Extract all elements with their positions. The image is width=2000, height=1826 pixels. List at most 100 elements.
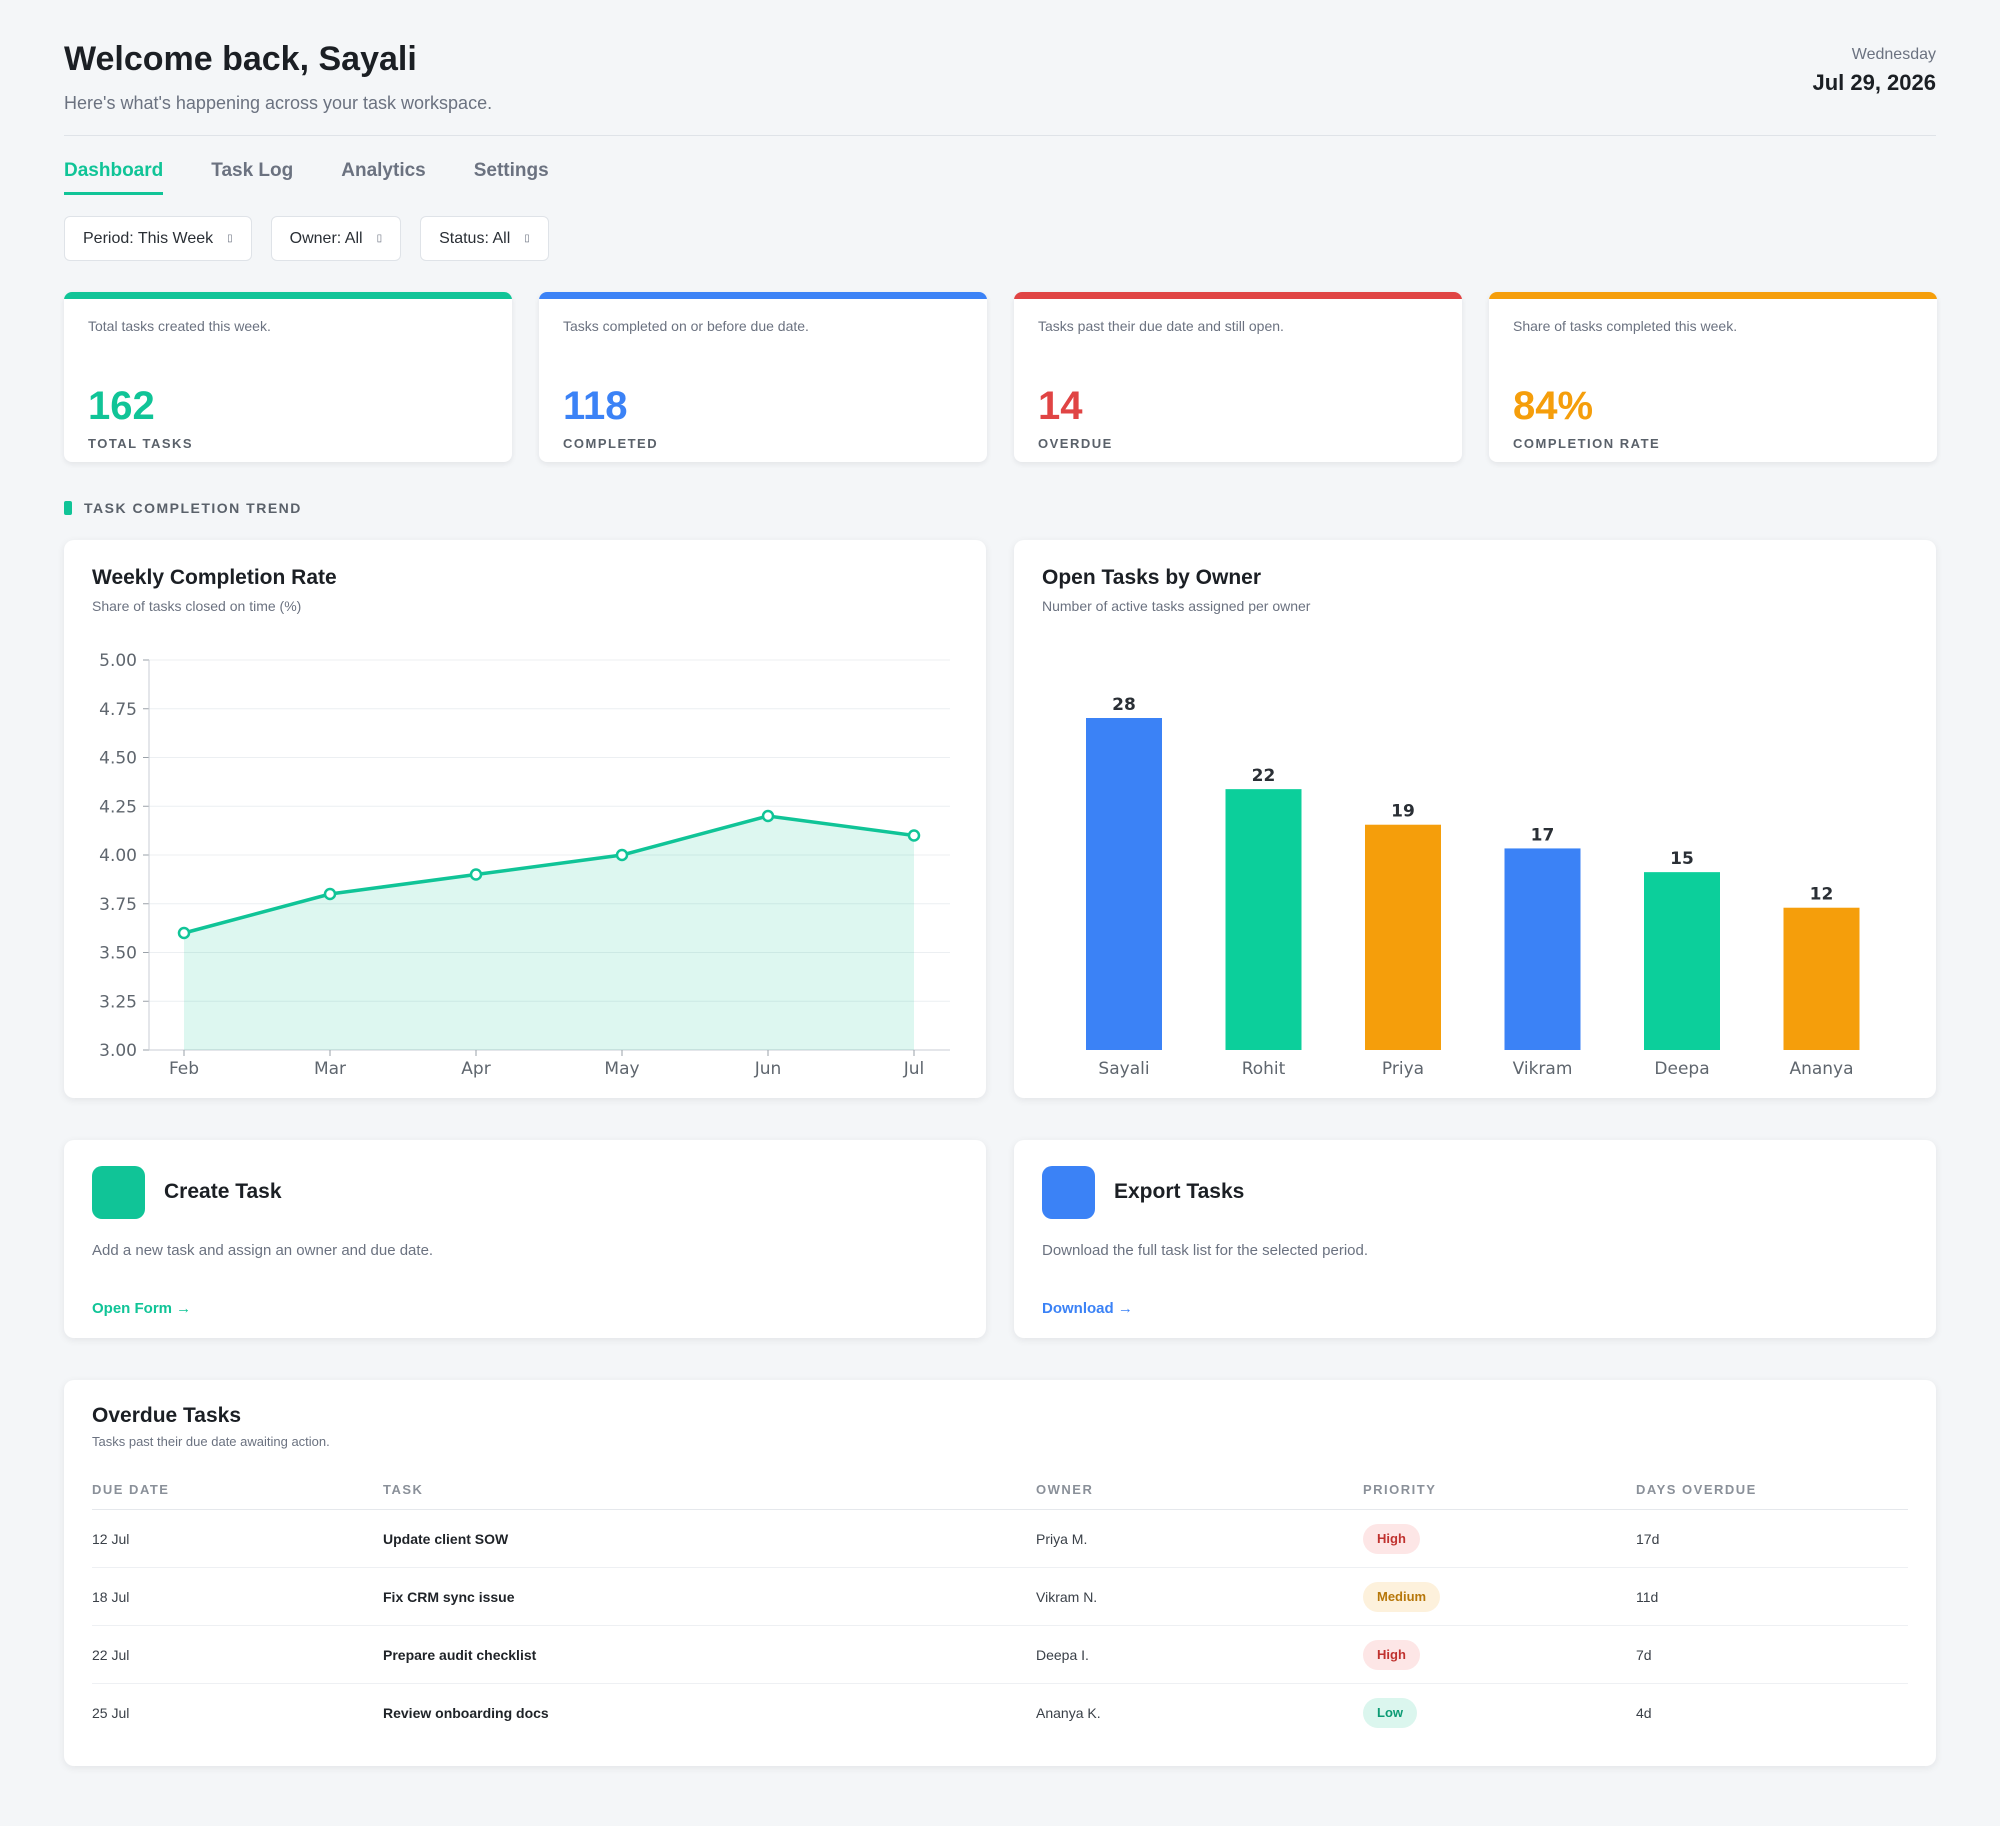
kpi-description: Tasks completed on or before due date. xyxy=(563,318,809,334)
x-tick-label: Sayali xyxy=(1098,1059,1149,1079)
kpi-description: Share of tasks completed this week. xyxy=(1513,318,1738,334)
chevron-down-icon: ▯ xyxy=(227,233,233,244)
area-fill xyxy=(184,816,914,1050)
period-filter[interactable]: Period: This Week ▯ xyxy=(64,216,252,261)
y-tick-label: 3.00 xyxy=(99,1041,137,1061)
days-overdue-cell: 4d xyxy=(1636,1705,1652,1721)
status-filter[interactable]: Status: All ▯ xyxy=(420,216,549,261)
line-chart: 3.00 3.25 3.50 3.75 4.00 4.25 4.50 4.75 5.00 Feb M… xyxy=(99,651,950,1079)
overdue-tasks-card: Overdue Tasks Tasks past their due date … xyxy=(64,1380,1936,1766)
kpi-description: Total tasks created this week. xyxy=(88,318,271,334)
column-header-days-overdue: DAYS OVERDUE xyxy=(1636,1482,1757,1497)
tab-settings[interactable]: Settings xyxy=(473,160,549,181)
table-row[interactable]: 22 Jul Prepare audit checklist Deepa I. … xyxy=(92,1626,1908,1684)
page-subtitle: Here's what's happening across your task… xyxy=(64,93,493,113)
table-row[interactable]: 25 Jul Review onboarding docs Ananya K. … xyxy=(92,1684,1908,1742)
days-overdue-cell: 7d xyxy=(1636,1647,1652,1663)
data-point xyxy=(323,887,337,901)
y-tick-label: 3.25 xyxy=(99,992,137,1012)
data-point xyxy=(615,848,629,862)
due-date-cell: 12 Jul xyxy=(92,1531,130,1547)
owner-cell: Vikram N. xyxy=(1036,1589,1098,1605)
kpi-value: 14 xyxy=(1038,384,1083,428)
kpi-completed: Tasks completed on or before due date. 1… xyxy=(539,292,987,462)
owner-cell: Ananya K. xyxy=(1036,1705,1101,1721)
action-title: Create Task xyxy=(164,1180,282,1203)
table-subtitle: Tasks past their due date awaiting actio… xyxy=(92,1434,330,1449)
x-tick-label: Deepa xyxy=(1654,1059,1709,1079)
x-tick-label: Ananya xyxy=(1789,1059,1853,1079)
x-tick-label: Mar xyxy=(314,1059,346,1079)
section-label-text: TASK COMPLETION TREND xyxy=(84,500,302,516)
kpi-description: Tasks past their due date and still open… xyxy=(1038,318,1284,334)
priority-badge: High xyxy=(1363,1640,1420,1670)
priority-badge: Low xyxy=(1363,1698,1417,1728)
table-row[interactable]: 18 Jul Fix CRM sync issue Vikram N. Medi… xyxy=(92,1568,1908,1626)
tab-dashboard[interactable]: Dashboard xyxy=(64,160,164,195)
due-date-cell: 25 Jul xyxy=(92,1705,130,1721)
bar xyxy=(1783,907,1860,1050)
kpi-accent-bar xyxy=(539,292,987,299)
kpi-label: TOTAL TASKS xyxy=(88,436,194,451)
priority-badge: Medium xyxy=(1363,1582,1441,1612)
y-tick-label: 4.75 xyxy=(99,700,137,720)
x-tick-label: Jun xyxy=(754,1059,782,1079)
weekly-completion-chart-card: Weekly Completion Rate Share of tasks cl… xyxy=(64,540,986,1098)
kpi-row: Total tasks created this week. 162 TOTAL… xyxy=(64,292,1937,462)
page-header: Welcome back, Sayali Here's what's happe… xyxy=(64,40,1936,136)
y-tick-label: 4.00 xyxy=(99,846,137,866)
bar-value-label: 17 xyxy=(1531,825,1555,845)
kpi-completion-rate: Share of tasks completed this week. 84% … xyxy=(1489,292,1937,462)
kpi-accent-bar xyxy=(1489,292,1937,299)
kpi-value: 118 xyxy=(563,384,628,428)
data-point xyxy=(177,926,191,940)
x-tick-label: Vikram xyxy=(1513,1059,1573,1079)
x-tick-label: Priya xyxy=(1382,1059,1424,1079)
open-tasks-chart-card: Open Tasks by Owner Number of active tas… xyxy=(1014,540,1936,1098)
column-header-due-date: DUE DATE xyxy=(92,1482,170,1497)
kpi-total-tasks: Total tasks created this week. 162 TOTAL… xyxy=(64,292,512,462)
bar-value-label: 28 xyxy=(1112,695,1136,715)
table-header: DUE DATE TASK OWNER PRIORITY DAYS OVERDU… xyxy=(92,1470,1908,1510)
kpi-overdue: Tasks past their due date and still open… xyxy=(1014,292,1462,462)
tab-analytics[interactable]: Analytics xyxy=(341,160,426,181)
chart-subtitle: Number of active tasks assigned per owne… xyxy=(1042,598,1311,614)
page-title: Welcome back, Sayali xyxy=(64,40,417,78)
kpi-label: OVERDUE xyxy=(1038,436,1113,451)
filter-bar: Period: This Week ▯ Owner: All ▯ Status:… xyxy=(64,216,549,261)
export-tasks-card: Export Tasks Download the full task list… xyxy=(1014,1140,1936,1338)
open-form-link[interactable]: Open Form → xyxy=(92,1300,192,1317)
chevron-down-icon: ▯ xyxy=(376,233,383,244)
task-cell: Prepare audit checklist xyxy=(383,1647,537,1663)
create-task-card: Create Task Add a new task and assign an… xyxy=(64,1140,986,1338)
period-filter-label: Period: This Week xyxy=(83,229,214,247)
x-tick-label: Rohit xyxy=(1242,1059,1286,1079)
bar-value-label: 19 xyxy=(1391,802,1415,822)
download-link[interactable]: Download → xyxy=(1042,1300,1133,1317)
owner-filter[interactable]: Owner: All ▯ xyxy=(270,216,402,261)
action-title: Export Tasks xyxy=(1114,1180,1245,1203)
y-tick-label: 3.75 xyxy=(99,895,137,915)
kpi-accent-bar xyxy=(1014,292,1462,299)
kpi-accent-bar xyxy=(64,292,512,299)
column-header-task: TASK xyxy=(383,1482,424,1497)
bar-chart: 28 Sayali 22 Rohit 19 Priya 17 Vikram 15 Deepa 12 A… xyxy=(1086,695,1860,1079)
y-tick-label: 4.25 xyxy=(99,797,137,817)
owner-filter-label: Owner: All xyxy=(289,229,363,247)
column-header-priority: PRIORITY xyxy=(1363,1482,1437,1497)
data-point xyxy=(761,809,775,823)
column-header-owner: OWNER xyxy=(1036,1482,1094,1497)
nav-tabs: Dashboard Task Log Analytics Settings xyxy=(64,160,549,195)
priority-badge: High xyxy=(1363,1524,1420,1554)
data-point xyxy=(469,868,483,881)
due-date-cell: 22 Jul xyxy=(92,1647,130,1663)
chevron-down-icon: ▯ xyxy=(524,233,530,244)
kpi-value: 84% xyxy=(1513,384,1594,428)
bar xyxy=(1504,848,1581,1050)
table-row[interactable]: 12 Jul Update client SOW Priya M. High 1… xyxy=(92,1510,1908,1568)
section-label: TASK COMPLETION TREND xyxy=(64,500,302,516)
y-tick-label: 3.50 xyxy=(99,944,137,964)
owner-cell: Priya M. xyxy=(1036,1531,1088,1547)
chart-subtitle: Share of tasks closed on time (%) xyxy=(92,598,302,614)
tab-task-log[interactable]: Task Log xyxy=(211,160,294,181)
